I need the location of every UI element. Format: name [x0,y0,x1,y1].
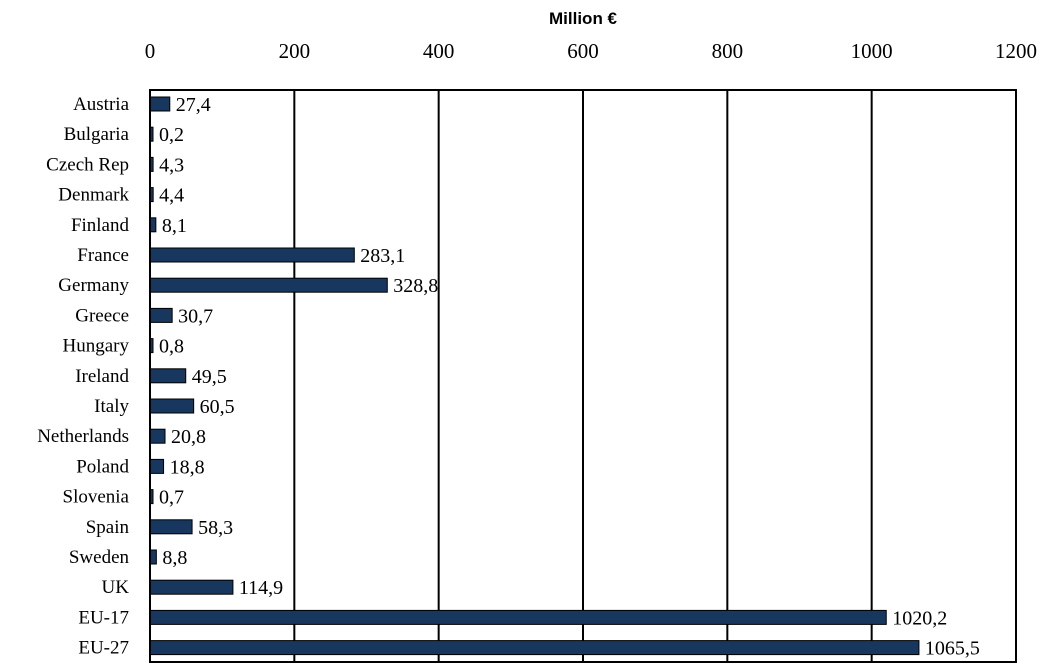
data-label: 27,4 [176,94,211,116]
data-label: 0,7 [159,487,184,509]
data-label: 1020,2 [892,607,947,629]
bar [149,247,355,263]
bar [149,277,388,293]
category-label: UK [102,577,130,598]
data-label: 4,3 [159,154,184,176]
bar [149,579,234,595]
x-tick-label: 800 [712,39,744,63]
data-label: 60,5 [200,396,235,418]
x-tick-label: 1200 [995,39,1037,63]
data-label: 8,8 [162,547,187,569]
x-tick-label: 400 [423,39,455,63]
gridlines [149,90,1017,662]
bar [149,519,193,535]
category-label: Slovenia [63,487,130,508]
data-label: 328,8 [393,275,438,297]
plot-frame [149,89,1017,663]
data-label: 114,9 [239,577,283,599]
category-label: Greece [75,305,129,326]
data-label: 58,3 [198,517,233,539]
category-label: Poland [76,456,129,477]
x-axis-ticks: 0 200 400 600 800 1000 1200 [145,39,1037,63]
data-label: 49,5 [192,366,227,388]
data-labels: 27,4 0,2 4,3 4,4 8,1 283,1 328,8 30,7 0,8 49,5 60,… [159,94,980,660]
category-label: Austria [73,94,130,115]
category-label: France [77,245,129,266]
category-label: Italy [94,396,129,417]
category-label: Czech Rep [46,154,129,175]
bars [149,96,920,656]
category-label: Germany [58,275,129,296]
category-label: Spain [86,517,130,538]
data-label: 283,1 [360,245,405,267]
data-label: 20,8 [171,426,206,448]
bar [149,398,195,414]
category-label: EU-17 [78,607,129,628]
data-label: 0,8 [159,336,184,358]
category-label: Denmark [58,185,129,206]
data-label: 4,4 [159,185,184,207]
x-tick-label: 1000 [851,39,893,63]
bar [149,307,173,323]
data-label: 1065,5 [925,638,980,660]
data-label: 30,7 [178,305,213,327]
category-label: EU-27 [78,638,129,659]
bar [149,609,887,625]
bar [149,96,171,112]
bar [149,368,187,384]
x-tick-label: 600 [567,39,599,63]
data-label: 8,1 [162,215,187,237]
bar [149,458,165,474]
x-tick-label: 0 [145,39,156,63]
x-axis-title: Million € [549,9,618,28]
bar [149,428,166,444]
category-label: Finland [71,215,130,236]
category-label: Ireland [75,366,129,387]
data-label: 0,2 [159,124,184,146]
category-labels: Austria Bulgaria Czech Rep Denmark Finland Fr… [37,94,129,659]
category-label: Hungary [63,336,130,357]
data-label: 18,8 [170,456,205,478]
category-label: Sweden [69,547,130,568]
x-tick-label: 200 [279,39,311,63]
category-label: Bulgaria [64,124,130,145]
category-label: Netherlands [37,426,129,447]
bar [149,640,920,656]
